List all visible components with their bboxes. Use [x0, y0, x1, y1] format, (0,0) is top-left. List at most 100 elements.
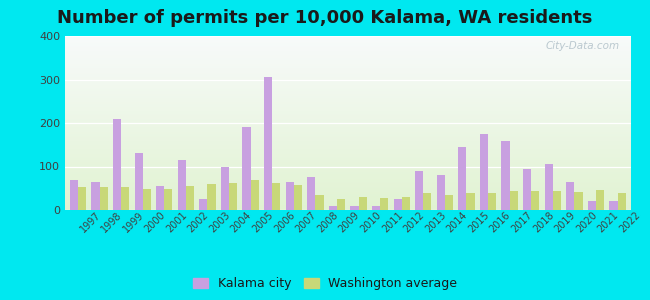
Bar: [65, 146, 630, 147]
Bar: [65, 37, 630, 38]
Bar: [65, 59, 630, 60]
Bar: [65, 181, 630, 182]
Bar: [65, 48, 630, 49]
Bar: [65, 65, 630, 66]
Bar: [65, 54, 630, 55]
Bar: [65, 205, 630, 206]
Bar: [65, 90, 630, 91]
Bar: [65, 158, 630, 159]
Bar: [65, 80, 630, 81]
Bar: [415, 171, 423, 210]
Bar: [65, 122, 630, 123]
Bar: [65, 127, 630, 128]
Bar: [65, 89, 630, 90]
Bar: [65, 183, 630, 184]
Bar: [65, 186, 630, 187]
Bar: [207, 184, 216, 210]
Bar: [65, 113, 630, 114]
Bar: [393, 199, 402, 210]
Bar: [65, 206, 630, 207]
Bar: [65, 143, 630, 144]
Bar: [65, 42, 630, 43]
Bar: [65, 142, 630, 143]
Bar: [65, 116, 630, 117]
Bar: [65, 171, 630, 172]
Bar: [350, 206, 359, 210]
Bar: [65, 72, 630, 73]
Bar: [65, 74, 630, 75]
Bar: [65, 188, 630, 189]
Bar: [65, 152, 630, 153]
Bar: [337, 199, 345, 210]
Bar: [65, 53, 630, 54]
Bar: [65, 167, 630, 168]
Bar: [65, 66, 630, 67]
Bar: [65, 175, 630, 176]
Bar: [65, 191, 630, 192]
Bar: [65, 71, 630, 72]
Bar: [65, 209, 630, 210]
Bar: [501, 141, 510, 210]
Bar: [65, 178, 630, 179]
Bar: [65, 144, 630, 145]
Bar: [65, 111, 630, 112]
Bar: [65, 194, 630, 195]
Bar: [65, 62, 630, 63]
Bar: [65, 43, 630, 44]
Bar: [65, 135, 630, 136]
Bar: [65, 159, 630, 160]
Bar: [65, 190, 630, 191]
Bar: [65, 160, 630, 161]
Bar: [65, 177, 630, 178]
Bar: [545, 164, 552, 210]
Bar: [272, 183, 280, 210]
Bar: [575, 192, 582, 210]
Bar: [65, 182, 630, 183]
Bar: [65, 95, 630, 96]
Bar: [65, 39, 630, 40]
Bar: [65, 109, 630, 110]
Bar: [65, 157, 630, 158]
Bar: [65, 204, 630, 205]
Bar: [65, 57, 630, 58]
Bar: [65, 68, 630, 69]
Bar: [65, 73, 630, 74]
Bar: [65, 199, 630, 200]
Bar: [437, 175, 445, 210]
Bar: [65, 93, 630, 94]
Bar: [65, 85, 630, 86]
Bar: [65, 76, 630, 77]
Bar: [65, 185, 630, 186]
Bar: [552, 191, 561, 210]
Bar: [65, 47, 630, 48]
Bar: [458, 147, 467, 210]
Bar: [65, 67, 630, 68]
Bar: [65, 112, 630, 113]
Bar: [65, 166, 630, 167]
Bar: [65, 61, 630, 62]
Bar: [65, 87, 630, 88]
Bar: [65, 165, 630, 166]
Bar: [65, 118, 630, 119]
Bar: [65, 49, 630, 50]
Bar: [65, 101, 630, 102]
Bar: [65, 179, 630, 180]
Bar: [65, 154, 630, 155]
Bar: [65, 100, 630, 101]
Bar: [65, 106, 630, 107]
Bar: [251, 180, 259, 210]
Text: City-Data.com: City-Data.com: [545, 41, 619, 51]
Bar: [329, 206, 337, 210]
Bar: [65, 141, 630, 142]
Bar: [135, 154, 143, 210]
Bar: [65, 208, 630, 209]
Bar: [65, 82, 630, 83]
Bar: [510, 191, 518, 210]
Bar: [65, 160, 630, 161]
Bar: [65, 50, 630, 51]
Bar: [65, 196, 630, 197]
Bar: [65, 207, 630, 208]
Bar: [65, 60, 630, 61]
Bar: [65, 55, 630, 56]
Bar: [65, 174, 630, 175]
